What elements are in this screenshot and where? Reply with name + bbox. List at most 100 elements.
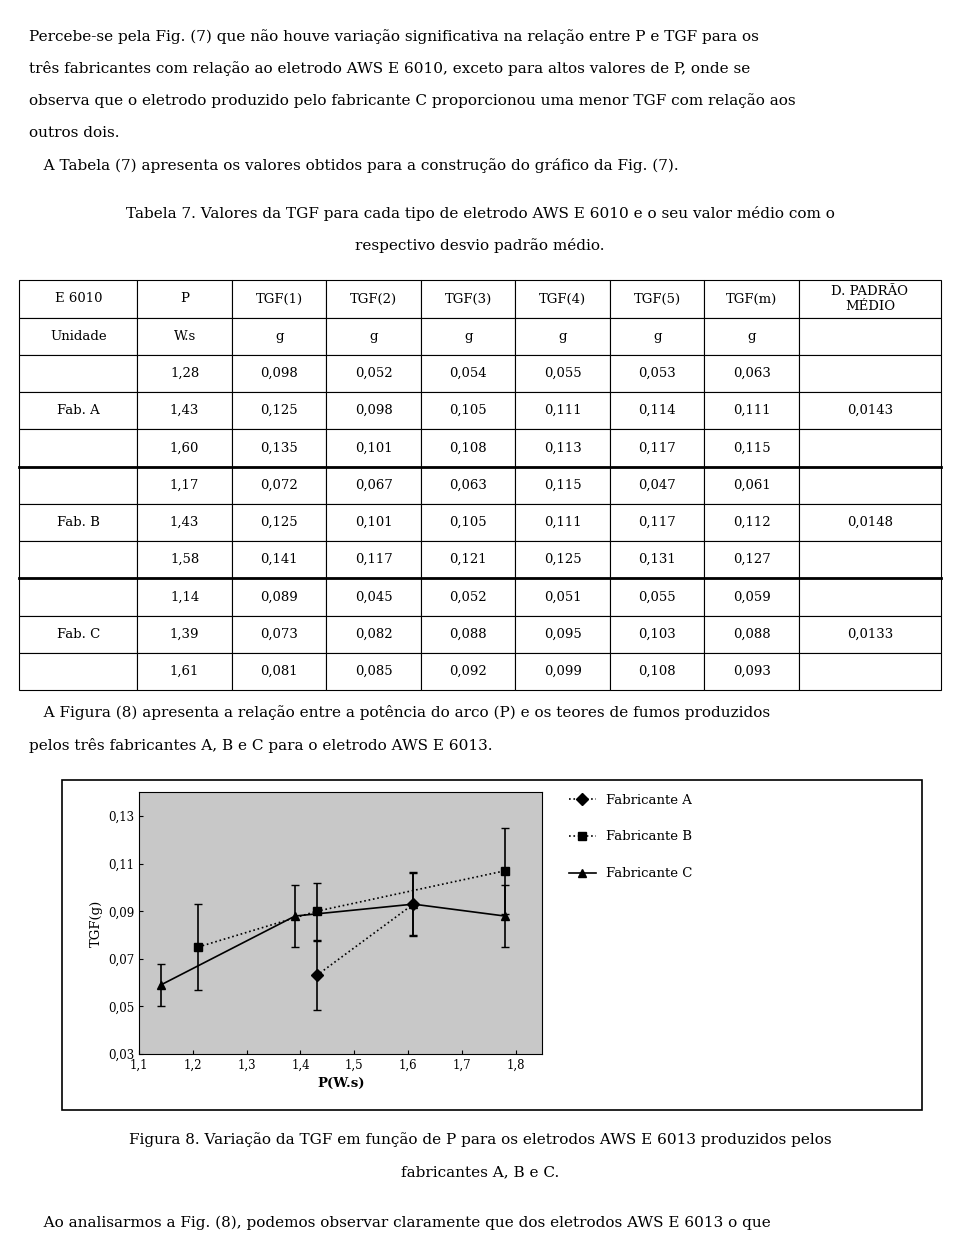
- Text: observa que o eletrodo produzido pelo fabricante C proporcionou uma menor TGF co: observa que o eletrodo produzido pelo fa…: [29, 93, 796, 108]
- Text: 1,28: 1,28: [170, 368, 200, 380]
- Bar: [19, 355, 137, 392]
- Text: Fab. B: Fab. B: [57, 516, 100, 530]
- Bar: [326, 541, 420, 578]
- Text: 0,055: 0,055: [638, 591, 676, 603]
- Bar: [610, 503, 705, 541]
- Bar: [799, 541, 941, 578]
- Bar: [232, 355, 326, 392]
- Text: 0,072: 0,072: [260, 478, 298, 492]
- Text: 0,0133: 0,0133: [847, 628, 893, 640]
- Text: 0,115: 0,115: [732, 441, 771, 455]
- Text: 0,141: 0,141: [260, 553, 298, 566]
- Text: TGF(4): TGF(4): [540, 293, 587, 305]
- Bar: [232, 467, 326, 503]
- Text: g: g: [464, 330, 472, 343]
- Bar: [232, 653, 326, 690]
- Bar: [610, 467, 705, 503]
- Bar: [19, 578, 137, 616]
- Bar: [137, 616, 232, 653]
- Bar: [516, 392, 610, 430]
- Bar: [19, 503, 137, 541]
- Bar: [516, 318, 610, 355]
- Text: Fab. C: Fab. C: [57, 628, 100, 640]
- Bar: [232, 280, 326, 318]
- Text: 0,061: 0,061: [732, 478, 771, 492]
- Text: pelos três fabricantes A, B e C para o eletrodo AWS E 6013.: pelos três fabricantes A, B e C para o e…: [29, 738, 492, 753]
- Text: três fabricantes com relação ao eletrodo AWS E 6010, exceto para altos valores d: três fabricantes com relação ao eletrodo…: [29, 61, 750, 76]
- Bar: [610, 653, 705, 690]
- Bar: [799, 392, 941, 430]
- Text: 1,58: 1,58: [170, 553, 200, 566]
- Bar: [19, 616, 137, 653]
- Bar: [705, 616, 799, 653]
- Bar: [232, 541, 326, 578]
- Text: 0,073: 0,073: [260, 628, 298, 640]
- Text: 0,055: 0,055: [544, 368, 582, 380]
- Bar: [516, 541, 610, 578]
- Text: 0,103: 0,103: [638, 628, 676, 640]
- Bar: [516, 430, 610, 467]
- Bar: [137, 355, 232, 392]
- Text: 0,063: 0,063: [732, 368, 771, 380]
- Bar: [326, 578, 420, 616]
- Bar: [705, 280, 799, 318]
- Text: TGF(5): TGF(5): [634, 293, 681, 305]
- Text: 1,43: 1,43: [170, 516, 200, 530]
- Text: D. PADRÃO
MÉDIO: D. PADRÃO MÉDIO: [831, 285, 908, 313]
- Bar: [799, 280, 941, 318]
- Text: 0,115: 0,115: [544, 478, 582, 492]
- Bar: [420, 653, 516, 690]
- Text: g: g: [370, 330, 378, 343]
- Text: 0,063: 0,063: [449, 478, 487, 492]
- Text: 0,098: 0,098: [355, 404, 393, 417]
- Bar: [137, 392, 232, 430]
- Bar: [137, 653, 232, 690]
- Bar: [610, 578, 705, 616]
- Bar: [137, 318, 232, 355]
- Bar: [610, 355, 705, 392]
- Legend: Fabricante A, Fabricante B, Fabricante C: Fabricante A, Fabricante B, Fabricante C: [569, 794, 692, 880]
- Bar: [799, 503, 941, 541]
- Text: outros dois.: outros dois.: [29, 126, 119, 140]
- Bar: [19, 653, 137, 690]
- Bar: [799, 616, 941, 653]
- Text: W.s: W.s: [174, 330, 196, 343]
- Bar: [137, 578, 232, 616]
- Text: 0,117: 0,117: [355, 553, 393, 566]
- Text: 0,105: 0,105: [449, 404, 487, 417]
- Text: A Tabela (7) apresenta os valores obtidos para a construção do gráfico da Fig. (: A Tabela (7) apresenta os valores obtido…: [29, 158, 679, 173]
- Bar: [326, 616, 420, 653]
- Bar: [232, 503, 326, 541]
- Text: 0,092: 0,092: [449, 665, 487, 678]
- Text: 0,135: 0,135: [260, 441, 298, 455]
- Bar: [799, 578, 941, 616]
- Bar: [420, 616, 516, 653]
- Bar: [799, 653, 941, 690]
- Text: 0,111: 0,111: [544, 516, 582, 530]
- Text: 0,053: 0,053: [638, 368, 676, 380]
- Text: 1,17: 1,17: [170, 478, 200, 492]
- Bar: [705, 653, 799, 690]
- Bar: [137, 280, 232, 318]
- Bar: [610, 280, 705, 318]
- Bar: [516, 616, 610, 653]
- Text: 0,085: 0,085: [355, 665, 393, 678]
- Bar: [799, 430, 941, 467]
- Text: 0,114: 0,114: [638, 404, 676, 417]
- Bar: [137, 467, 232, 503]
- Bar: [326, 503, 420, 541]
- Bar: [137, 503, 232, 541]
- Bar: [232, 392, 326, 430]
- Bar: [705, 503, 799, 541]
- Bar: [19, 430, 137, 467]
- Bar: [19, 467, 137, 503]
- Text: Ao analisarmos a Fig. (8), podemos observar claramente que dos eletrodos AWS E 6: Ao analisarmos a Fig. (8), podemos obser…: [29, 1216, 771, 1230]
- Text: 0,095: 0,095: [543, 628, 582, 640]
- Bar: [232, 318, 326, 355]
- Bar: [19, 318, 137, 355]
- Text: 0,093: 0,093: [732, 665, 771, 678]
- Bar: [420, 503, 516, 541]
- Bar: [326, 318, 420, 355]
- Bar: [516, 578, 610, 616]
- Text: 0,111: 0,111: [544, 404, 582, 417]
